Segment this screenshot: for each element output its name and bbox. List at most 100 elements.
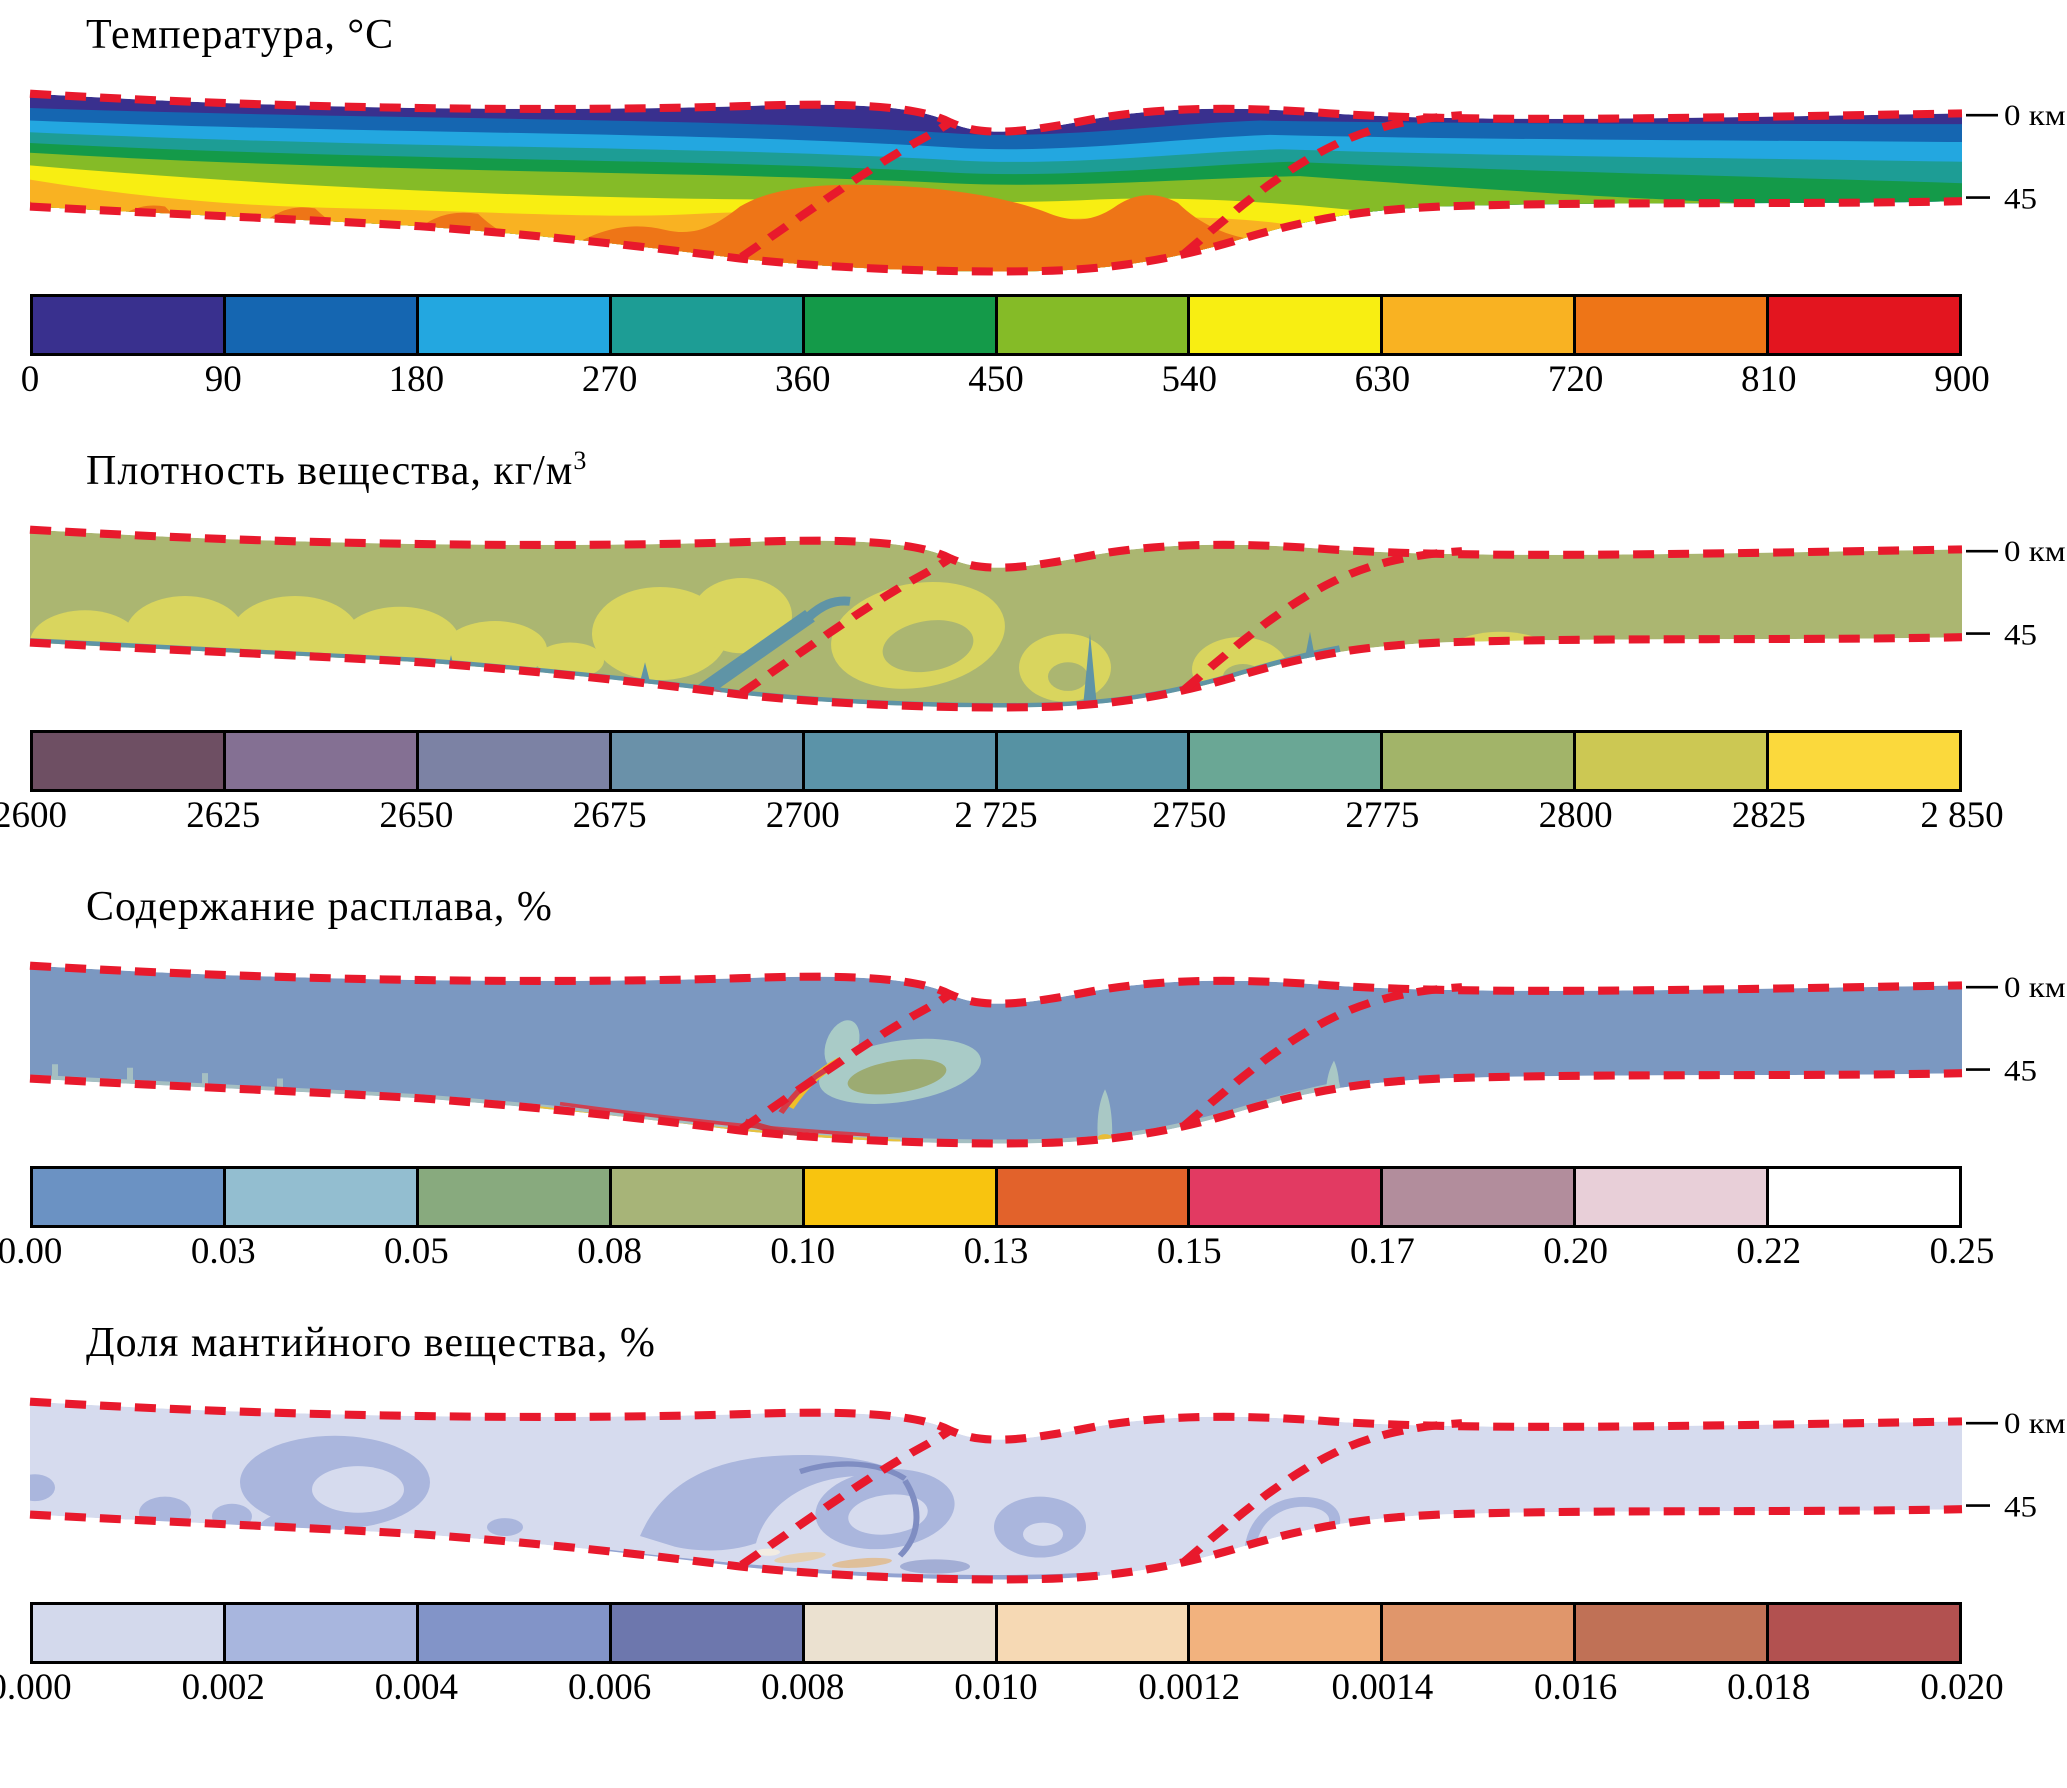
colorbar-segment — [994, 733, 1188, 789]
panel-temperature: Температура, °С 0 км 45 — [0, 10, 2067, 404]
panel-density: Плотность вещества, кг/м3 — [0, 446, 2067, 840]
density-cross-section: 0 км 45 — [29, 525, 2066, 712]
colorbar-segment — [1573, 733, 1767, 789]
colorbar-tick-label: 0.016 — [1533, 1667, 1618, 1708]
density-colorbar — [30, 730, 1962, 792]
colorbar-segment — [994, 297, 1188, 353]
temperature-field-layers — [30, 93, 1962, 272]
colorbar-segment — [415, 297, 609, 353]
bottom-boundary-dashed-line — [29, 197, 1963, 276]
colorbar-tick-label: 0.0012 — [1138, 1667, 1241, 1708]
colorbar-segment — [1380, 1605, 1574, 1661]
colorbar-segment — [222, 297, 416, 353]
temperature-colorbar — [30, 294, 1962, 356]
left-fault-dashed-line — [739, 119, 953, 260]
colorbar-tick-label: 0.08 — [577, 1231, 642, 1272]
colorbar-tick-label: 0.00 — [0, 1231, 63, 1272]
colorbar-tick-label: 0.05 — [384, 1231, 449, 1272]
mantle-colorbar-labels: 0.000 0.002 0.004 0.006 0.008 0.010 0.00… — [0, 1664, 2004, 1712]
colorbar-tick-label: 0.006 — [567, 1667, 652, 1708]
colorbar-tick-label: 2700 — [765, 795, 840, 836]
colorbar-tick-label: 0.25 — [1929, 1231, 1995, 1272]
colorbar-tick-label: 270 — [581, 359, 638, 400]
colorbar-segment — [994, 1169, 1188, 1225]
bottom-boundary-dashed-line — [29, 633, 1963, 712]
colorbar-segment — [608, 1169, 802, 1225]
colorbar-segment — [1573, 1605, 1767, 1661]
colorbar-segment — [1380, 1169, 1574, 1225]
colorbar-tick-label: 0.018 — [1727, 1667, 1811, 1708]
colorbar-tick-label: 0.17 — [1350, 1231, 1415, 1272]
depth-label-0km: 0 км — [2004, 1407, 2066, 1440]
melt-colorbar — [30, 1166, 1962, 1228]
temperature-cross-section: 0 км 45 — [29, 89, 2066, 276]
colorbar-tick-label: 450 — [968, 359, 1024, 400]
colorbar-segment — [1766, 1169, 1960, 1225]
depth-label-45km: 45 — [2004, 1490, 2037, 1523]
depth-label-0km: 0 км — [2004, 971, 2066, 1004]
panel-title-text: Температура, °С — [86, 12, 395, 58]
colorbar-segment — [801, 297, 995, 353]
top-boundary-dashed-line — [29, 525, 1963, 572]
panel-mantle-fraction: Доля мантийного вещества, % — [0, 1318, 2067, 1712]
colorbar-segment — [1187, 733, 1381, 789]
left-fault-dashed-line — [739, 991, 953, 1132]
panel-title-density: Плотность вещества, кг/м3 — [86, 446, 2067, 495]
mantle-colorbar — [30, 1602, 1962, 1664]
right-fault-dashed-line — [1181, 111, 1463, 257]
colorbar-tick-label: 2800 — [1538, 795, 1613, 836]
colorbar-segment — [222, 733, 416, 789]
left-fault-dashed-line — [739, 1427, 953, 1568]
panel-title-mantle: Доля мантийного вещества, % — [86, 1318, 2067, 1367]
colorbar-tick-label: 2750 — [1152, 795, 1227, 836]
colorbar-tick-label: 810 — [1741, 359, 1797, 400]
bottom-boundary-dashed-line — [29, 1069, 1963, 1148]
colorbar-tick-label: 2 725 — [954, 795, 1038, 836]
top-boundary-dashed-line — [29, 961, 1963, 1008]
melt-cross-section: 0 км 45 — [29, 961, 2066, 1148]
colorbar-segment — [1187, 1605, 1381, 1661]
colorbar-segment — [415, 733, 609, 789]
colorbar-segment — [222, 1605, 416, 1661]
right-fault-dashed-line — [1181, 983, 1463, 1129]
panel-title-text: Доля мантийного вещества, % — [86, 1320, 656, 1366]
colorbar-tick-label: 0.000 — [0, 1667, 72, 1708]
colorbar-tick-label: 2 850 — [1920, 795, 2004, 836]
colorbar-segment — [1380, 297, 1574, 353]
colorbar-segment — [33, 733, 223, 789]
colorbar-tick-label: 2775 — [1345, 795, 1420, 836]
temperature-colorbar-labels: 0 90 180 270 360 450 540 630 720 810 900 — [21, 356, 1990, 404]
depth-label-45km: 45 — [2004, 182, 2037, 215]
colorbar-tick-label: 2675 — [572, 795, 647, 836]
depth-label-45km: 45 — [2004, 1054, 2037, 1087]
panel-title-melt: Содержание расплава, % — [86, 882, 2067, 931]
panel-title-superscript: 3 — [573, 446, 588, 475]
colorbar-segment — [1187, 1169, 1381, 1225]
melt-colorbar-labels: 0.00 0.03 0.05 0.08 0.10 0.13 0.15 0.17 … — [0, 1228, 1994, 1276]
depth-label-0km: 0 км — [2004, 99, 2066, 132]
top-boundary-dashed-line — [29, 89, 1963, 136]
colorbar-tick-label: 0.15 — [1156, 1231, 1222, 1272]
depth-label-0km: 0 км — [2004, 535, 2066, 568]
colorbar-tick-label: 360 — [775, 359, 831, 400]
panel-title-temperature: Температура, °С — [86, 10, 2067, 59]
colorbar-tick-label: 2650 — [379, 795, 454, 836]
colorbar-segment — [801, 1605, 995, 1661]
colorbar-tick-label: 0.10 — [770, 1231, 836, 1272]
colorbar-segment — [415, 1605, 609, 1661]
colorbar-tick-label: 2825 — [1731, 795, 1806, 836]
colorbar-tick-label: 0.008 — [761, 1667, 845, 1708]
mantle-field-layers — [30, 1401, 1962, 1580]
colorbar-tick-label: 0.004 — [374, 1667, 459, 1708]
bottom-boundary-dashed-line — [29, 1505, 1963, 1584]
top-boundary-dashed-line — [29, 1397, 1963, 1444]
colorbar-segment — [801, 733, 995, 789]
colorbar-tick-label: 180 — [388, 359, 445, 400]
mantle-cross-section: 0 км 45 — [29, 1397, 2066, 1584]
colorbar-tick-label: 2600 — [0, 795, 67, 836]
right-fault-dashed-line — [1181, 547, 1463, 693]
colorbar-segment — [608, 733, 802, 789]
colorbar-tick-label: 0.20 — [1543, 1231, 1608, 1272]
panel-melt-content: Содержание расплава, % — [0, 882, 2067, 1276]
colorbar-segment — [222, 1169, 416, 1225]
